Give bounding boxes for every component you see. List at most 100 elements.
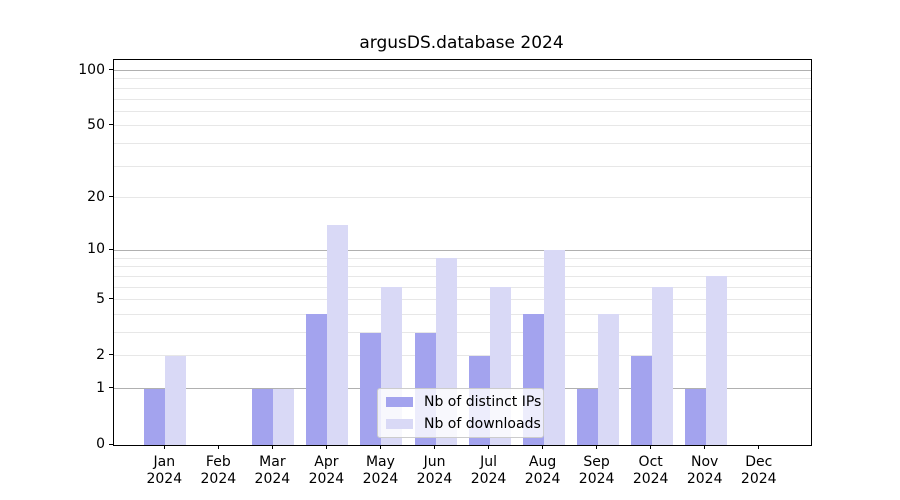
y-tick-label-10: 10 xyxy=(87,241,105,258)
bar-mar-downloads xyxy=(273,388,295,445)
x-tick-month: Jan xyxy=(153,454,176,470)
x-tick-label-may: May 2024 xyxy=(350,454,410,488)
x-tick-year: 2024 xyxy=(416,471,453,487)
y-tick-label-2: 2 xyxy=(96,346,105,363)
gridline-y-8 xyxy=(114,266,811,268)
chart-title: argusDS.database 2024 xyxy=(359,33,564,53)
bar-apr-distinct-ips xyxy=(306,314,328,445)
y-tick-label-1: 1 xyxy=(96,379,105,396)
bar-nov-downloads xyxy=(705,276,727,445)
y-tick-mark-1 xyxy=(109,387,113,389)
gridline-y-80 xyxy=(114,87,811,89)
x-tick-mark-dec xyxy=(758,445,760,449)
y-tick-mark-10 xyxy=(109,248,113,250)
x-tick-label-feb: Feb 2024 xyxy=(188,454,248,488)
x-tick-mark-sep xyxy=(596,445,598,449)
x-tick-year: 2024 xyxy=(254,471,291,487)
x-tick-label-mar: Mar 2024 xyxy=(242,454,302,488)
legend: Nb of distinct IPs Nb of downloads xyxy=(377,388,544,438)
gridline-y-10 xyxy=(114,249,811,251)
x-tick-label-dec: Dec 2024 xyxy=(729,454,789,488)
x-tick-label-sep: Sep 2024 xyxy=(567,454,627,488)
gridline-y-20 xyxy=(114,197,811,199)
x-tick-year: 2024 xyxy=(200,471,237,487)
gridline-y-9 xyxy=(114,257,811,259)
x-tick-mark-feb xyxy=(217,445,219,449)
bar-nov-distinct-ips xyxy=(684,388,706,445)
legend-label-distinct-ips: Nb of distinct IPs xyxy=(424,394,542,411)
gridline-y-6 xyxy=(114,286,811,288)
legend-item-distinct-ips: Nb of distinct IPs xyxy=(386,394,543,410)
y-tick-label-20: 20 xyxy=(87,188,105,205)
x-tick-year: 2024 xyxy=(686,471,723,487)
gridline-y-100 xyxy=(114,70,811,72)
x-tick-label-nov: Nov 2024 xyxy=(675,454,735,488)
x-tick-month: Apr xyxy=(314,454,339,470)
x-tick-month: Oct xyxy=(638,454,663,470)
x-tick-label-jul: Jul 2024 xyxy=(459,454,519,488)
bar-sep-downloads xyxy=(597,314,619,445)
bar-aug-downloads xyxy=(543,250,565,445)
x-tick-year: 2024 xyxy=(146,471,183,487)
bar-jan-downloads xyxy=(165,355,187,445)
x-tick-mark-jan xyxy=(163,445,165,449)
bar-apr-downloads xyxy=(327,225,349,445)
y-tick-mark-5 xyxy=(109,298,113,300)
x-tick-mark-jun xyxy=(434,445,435,449)
x-tick-mark-apr xyxy=(325,445,327,449)
gridline-y-30 xyxy=(114,165,811,167)
gridline-y-2 xyxy=(114,355,811,357)
y-tick-label-5: 5 xyxy=(96,290,105,307)
x-tick-year: 2024 xyxy=(740,471,777,487)
x-tick-label-aug: Aug 2024 xyxy=(513,454,573,488)
x-tick-month: Jun xyxy=(423,454,446,470)
x-tick-month: Mar xyxy=(259,454,286,470)
x-tick-month: Aug xyxy=(528,454,557,470)
gridline-y-50 xyxy=(114,125,811,127)
y-tick-mark-2 xyxy=(109,354,113,356)
x-tick-label-apr: Apr 2024 xyxy=(296,454,356,488)
x-tick-month: Nov xyxy=(691,454,719,470)
gridline-y-4 xyxy=(114,313,811,315)
x-tick-month: Sep xyxy=(583,454,610,470)
x-tick-year: 2024 xyxy=(578,471,615,487)
plot-area: Nb of distinct IPs Nb of downloads xyxy=(113,59,812,446)
y-tick-label-0: 0 xyxy=(96,436,105,452)
gridline-y-3 xyxy=(114,332,811,334)
x-tick-month: May xyxy=(365,454,395,470)
x-tick-label-jun: Jun 2024 xyxy=(405,454,465,488)
bar-oct-downloads xyxy=(651,287,673,445)
x-tick-year: 2024 xyxy=(524,471,561,487)
bar-may-distinct-ips xyxy=(360,332,382,445)
x-tick-mark-may xyxy=(379,445,381,449)
y-tick-mark-50 xyxy=(109,124,113,126)
x-tick-mark-aug xyxy=(542,445,544,449)
x-tick-month: Dec xyxy=(745,454,773,470)
gridline-y-70 xyxy=(114,98,811,100)
y-tick-mark-100 xyxy=(109,69,113,71)
legend-label-downloads: Nb of downloads xyxy=(424,415,541,432)
legend-swatch-downloads xyxy=(386,418,413,429)
y-tick-label-100: 100 xyxy=(78,61,105,78)
gridline-y-5 xyxy=(114,299,811,301)
bar-oct-distinct-ips xyxy=(630,355,652,445)
legend-item-downloads: Nb of downloads xyxy=(386,416,543,432)
x-tick-label-jan: Jan 2024 xyxy=(134,454,194,488)
x-tick-year: 2024 xyxy=(632,471,669,487)
gridline-y-90 xyxy=(114,78,811,80)
gridline-y-7 xyxy=(114,275,811,277)
x-tick-month: Feb xyxy=(205,454,231,470)
legend-swatch-distinct-ips xyxy=(386,397,413,408)
bar-jan-distinct-ips xyxy=(144,388,166,445)
x-tick-month: Jul xyxy=(480,454,497,470)
gridline-y-40 xyxy=(114,143,811,145)
x-tick-mark-nov xyxy=(704,445,706,449)
x-tick-mark-oct xyxy=(650,445,652,449)
x-tick-year: 2024 xyxy=(362,471,399,487)
gridline-y-60 xyxy=(114,110,811,112)
x-tick-mark-jul xyxy=(488,445,490,449)
y-tick-label-50: 50 xyxy=(87,116,105,133)
y-tick-mark-0 xyxy=(109,443,113,445)
x-tick-year: 2024 xyxy=(308,471,345,487)
